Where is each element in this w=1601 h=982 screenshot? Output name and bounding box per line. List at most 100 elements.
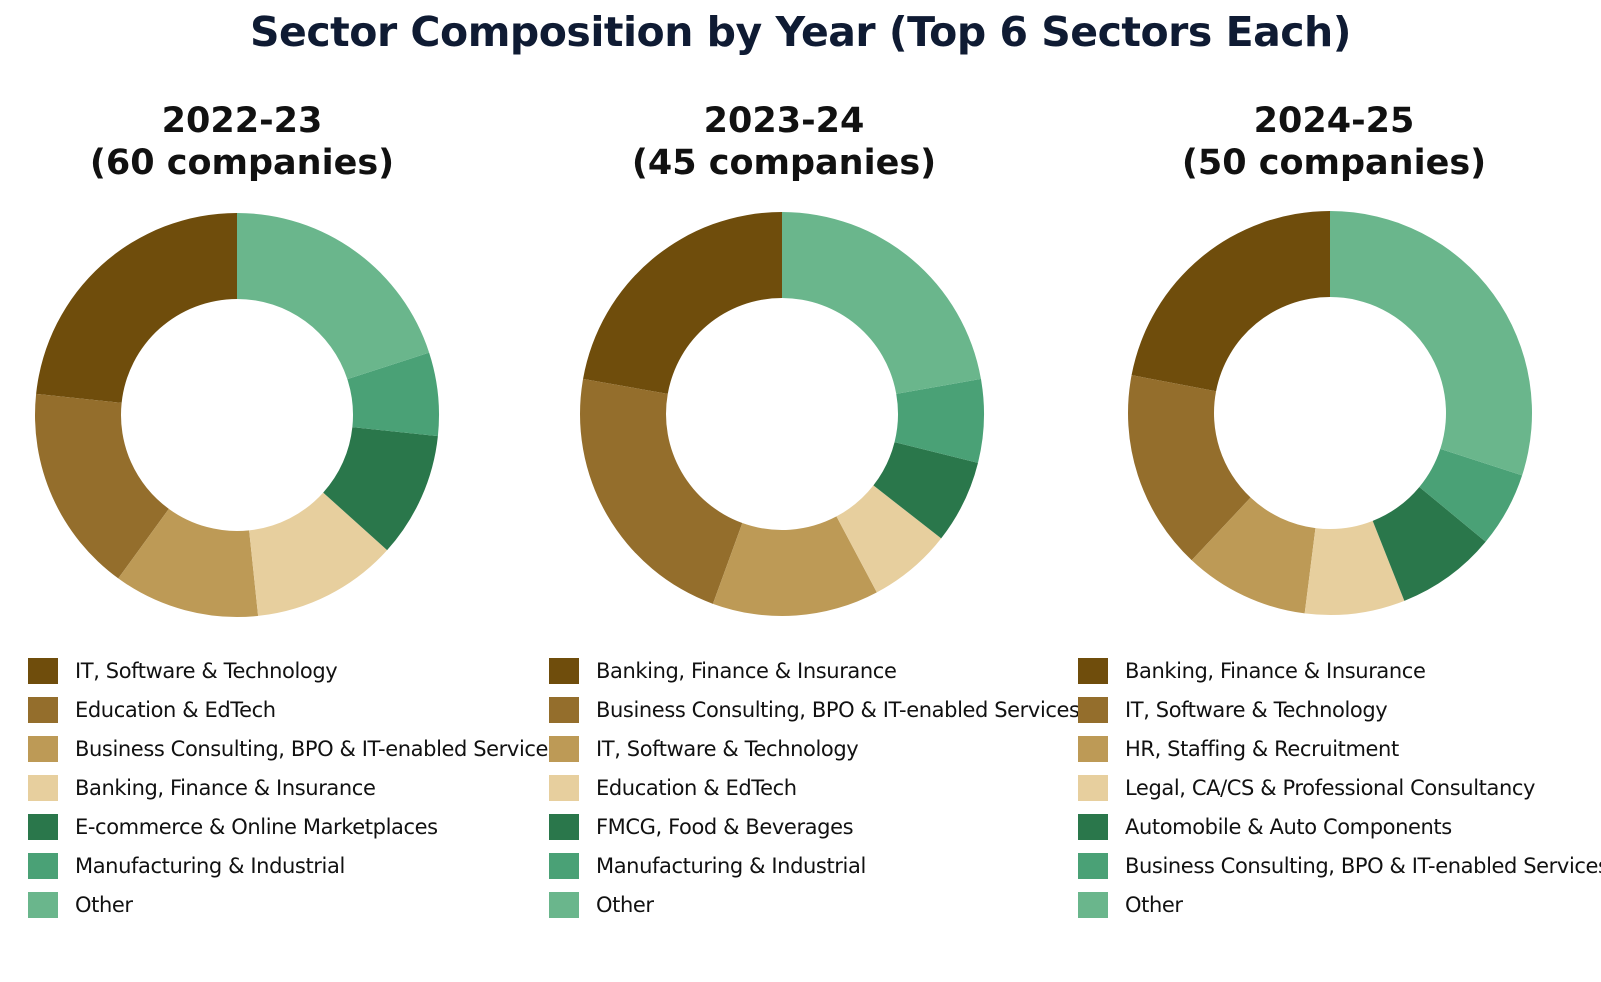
legend-label: Legal, CA/CS & Professional Consultancy bbox=[1125, 775, 1536, 800]
legend-label: FMCG, Food & Beverages bbox=[596, 814, 854, 839]
chart-subtitle: 2024-25 (50 companies) bbox=[1074, 100, 1594, 184]
donut-slice bbox=[249, 492, 388, 616]
subtitle-year: 2022-23 bbox=[161, 101, 323, 141]
subtitle-count: (60 companies) bbox=[89, 143, 395, 183]
legend-item: Banking, Finance & Insurance bbox=[28, 768, 559, 807]
donut-slice bbox=[237, 213, 430, 380]
legend-swatch bbox=[549, 735, 579, 762]
legend-item: Manufacturing & Industrial bbox=[549, 846, 1080, 885]
legend-label: Business Consulting, BPO & IT-enabled Se… bbox=[75, 736, 559, 761]
chart-subtitle: 2022-23 (60 companies) bbox=[0, 100, 502, 184]
legend-label: Other bbox=[1125, 892, 1183, 917]
legend-item: IT, Software & Technology bbox=[549, 729, 1080, 768]
subtitle-count: (45 companies) bbox=[631, 143, 937, 183]
legend-swatch bbox=[549, 891, 579, 918]
donut-slice bbox=[782, 211, 981, 394]
donut-chart bbox=[1128, 211, 1532, 615]
legend-swatch bbox=[1078, 696, 1108, 723]
chart-title: Sector Composition by Year (Top 6 Sector… bbox=[250, 8, 1351, 56]
legend-item: IT, Software & Technology bbox=[1078, 690, 1601, 729]
legend-swatch bbox=[28, 774, 58, 801]
subtitle-year: 2023-24 bbox=[703, 101, 865, 141]
legend-swatch bbox=[1078, 813, 1108, 840]
donut-slice bbox=[1330, 211, 1532, 476]
legend-label: Business Consulting, BPO & IT-enabled Se… bbox=[596, 697, 1080, 722]
legend-item: Legal, CA/CS & Professional Consultancy bbox=[1078, 768, 1601, 807]
legend-swatch bbox=[549, 852, 579, 879]
donut-slice bbox=[1419, 448, 1523, 542]
legend-item: IT, Software & Technology bbox=[28, 651, 559, 690]
legend-swatch bbox=[28, 735, 58, 762]
legend-label: Business Consulting, BPO & IT-enabled Se… bbox=[1125, 853, 1601, 878]
legend-item: Business Consulting, BPO & IT-enabled Se… bbox=[549, 690, 1080, 729]
legend-label: IT, Software & Technology bbox=[596, 736, 859, 761]
legend-swatch bbox=[549, 813, 579, 840]
legend-label: Manufacturing & Industrial bbox=[75, 853, 345, 878]
legend-item: Business Consulting, BPO & IT-enabled Se… bbox=[28, 729, 559, 768]
donut-slice bbox=[1372, 486, 1486, 601]
donut-chart bbox=[35, 213, 440, 617]
legend-item: Business Consulting, BPO & IT-enabled Se… bbox=[1078, 846, 1601, 885]
legend-swatch bbox=[28, 852, 58, 879]
legend-label: IT, Software & Technology bbox=[1125, 697, 1388, 722]
legend-swatch bbox=[28, 891, 58, 918]
legend-swatch bbox=[28, 813, 58, 840]
legend-label: Education & EdTech bbox=[596, 775, 797, 800]
legend-label: Manufacturing & Industrial bbox=[596, 853, 866, 878]
donut-slice bbox=[873, 442, 978, 539]
legend: Banking, Finance & Insurance Business Con… bbox=[549, 651, 1080, 924]
legend-label: Banking, Finance & Insurance bbox=[596, 658, 897, 683]
legend-label: Banking, Finance & Insurance bbox=[1125, 658, 1426, 683]
subtitle-count: (50 companies) bbox=[1181, 143, 1487, 183]
donut-slice bbox=[1131, 211, 1330, 392]
legend-swatch bbox=[1078, 852, 1108, 879]
legend-label: Banking, Finance & Insurance bbox=[75, 775, 376, 800]
legend-item: Education & EdTech bbox=[549, 768, 1080, 807]
legend-swatch bbox=[28, 696, 58, 723]
donut-slice bbox=[894, 378, 984, 463]
legend-item: E-commerce & Online Marketplaces bbox=[28, 807, 559, 846]
donut-slice bbox=[36, 213, 237, 403]
legend-item: Manufacturing & Industrial bbox=[28, 846, 559, 885]
legend: Banking, Finance & Insurance IT, Software… bbox=[1078, 651, 1601, 924]
legend: IT, Software & Technology Education & EdT… bbox=[28, 651, 559, 924]
legend-item: HR, Staffing & Recruitment bbox=[1078, 729, 1601, 768]
donut-slice bbox=[1128, 375, 1251, 561]
legend-swatch bbox=[549, 774, 579, 801]
legend-swatch bbox=[1078, 891, 1108, 918]
legend-label: Other bbox=[596, 892, 654, 917]
legend-swatch bbox=[1078, 735, 1108, 762]
donut-slice bbox=[1191, 497, 1316, 614]
legend-item: Other bbox=[549, 885, 1080, 924]
legend-item: Banking, Finance & Insurance bbox=[549, 651, 1080, 690]
donut-slice bbox=[323, 427, 438, 551]
donut-slice bbox=[347, 352, 440, 437]
legend-item: Other bbox=[1078, 885, 1601, 924]
legend-item: FMCG, Food & Beverages bbox=[549, 807, 1080, 846]
legend-item: Other bbox=[28, 885, 559, 924]
donut-slice bbox=[1304, 520, 1405, 615]
chart-subtitle: 2023-24 (45 companies) bbox=[524, 100, 1044, 184]
legend-item: Automobile & Auto Components bbox=[1078, 807, 1601, 846]
legend-label: E-commerce & Online Marketplaces bbox=[75, 814, 438, 839]
donut-slice bbox=[836, 485, 942, 593]
donut-chart bbox=[580, 211, 984, 616]
legend-swatch bbox=[28, 657, 58, 684]
legend-label: Other bbox=[75, 892, 133, 917]
donut-slice bbox=[583, 212, 782, 394]
donut-slice bbox=[580, 378, 743, 604]
legend-item: Banking, Finance & Insurance bbox=[1078, 651, 1601, 690]
donut-slice bbox=[712, 516, 877, 616]
donut-slice bbox=[118, 508, 259, 617]
legend-label: Education & EdTech bbox=[75, 697, 276, 722]
legend-label: HR, Staffing & Recruitment bbox=[1125, 736, 1399, 761]
legend-swatch bbox=[1078, 774, 1108, 801]
legend-swatch bbox=[549, 696, 579, 723]
donut-slice bbox=[35, 393, 169, 579]
legend-item: Education & EdTech bbox=[28, 690, 559, 729]
legend-swatch bbox=[1078, 657, 1108, 684]
subtitle-year: 2024-25 bbox=[1253, 101, 1415, 141]
legend-label: IT, Software & Technology bbox=[75, 658, 338, 683]
legend-label: Automobile & Auto Components bbox=[1125, 814, 1452, 839]
legend-swatch bbox=[549, 657, 579, 684]
